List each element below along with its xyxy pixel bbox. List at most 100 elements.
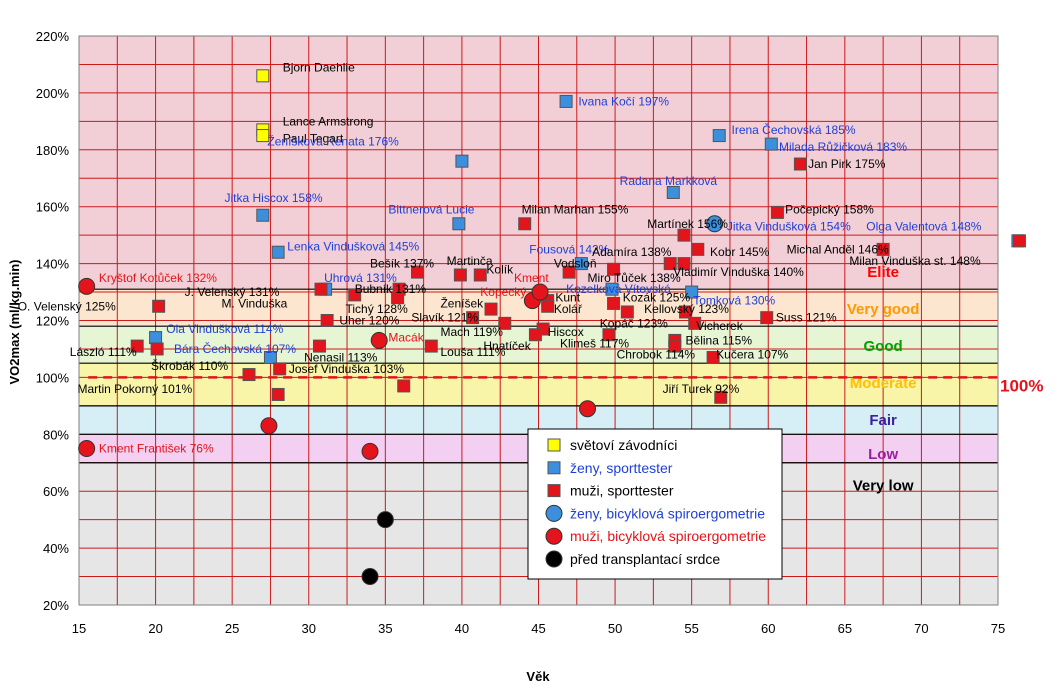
point-label-josef-vinduska-103: Josef Vinduška 103%: [289, 362, 405, 376]
point-label-besik-137: Bešík 137%: [370, 257, 434, 271]
point-martin-pokorny-101: [242, 368, 256, 382]
point-label-miro-tucek-138: Miro Tůček 138%: [588, 271, 681, 285]
x-tick-label: 65: [838, 621, 852, 636]
point-label-vodslon: Vodsloň: [554, 257, 597, 271]
point-o-velensky-125: [152, 299, 166, 313]
point-label-skrobak-110: Škrobák 110%: [151, 358, 228, 373]
point-zenisek: [484, 302, 498, 316]
point-paul-tegart: [256, 129, 270, 143]
zone-labels-layer: Elite Very good Good Moderate Fair Low Very lo…: [847, 264, 920, 494]
zone-label-fair: Fair: [869, 412, 897, 429]
point-label-lousa-111: Louša 111%: [440, 345, 505, 359]
point-martinca: [453, 268, 467, 282]
point-kolar: [541, 299, 555, 313]
point-zeniskova-renata-176: [455, 154, 469, 168]
point-label-zenisek: Ženíšek: [440, 295, 484, 310]
zone-label-good: Good: [864, 338, 903, 355]
point-muzi-sporttester-42: [397, 379, 411, 393]
point-kobr-145: [691, 242, 705, 256]
point-klimes-117: [602, 328, 616, 342]
point-radana-markkova: [666, 185, 680, 199]
point-muzi-bicyklova-spiroergometrie-5: [260, 417, 278, 435]
point-label-vladimir-vinduska-140: Vladimír Vinduška 140%: [673, 265, 804, 279]
point-miro-tucek-138: [607, 262, 621, 276]
point-uher-120: [320, 314, 334, 327]
point-martinek-156: [677, 228, 691, 242]
legend-box: [527, 428, 783, 580]
point-label-uher-120: Uher 120%: [339, 314, 399, 328]
point-laszlo-111: [130, 339, 144, 353]
point-label-ola-vinduskova-114: Ola Vindušková 114%: [166, 322, 283, 336]
point-j-velensky-131: [314, 282, 328, 296]
point-kment-frantisek-76: [78, 440, 96, 458]
point-kucera-107: [706, 350, 720, 364]
point-tichy-128: [391, 291, 405, 305]
point-muzi-bicyklova-spiroergometrie-6: [361, 442, 379, 460]
y-axis-title: VO2max (ml/kg.min): [7, 260, 22, 385]
point-pred-transplantaci-srdce-0: [376, 511, 394, 529]
legend-marker-svetovi-zavodnici: [547, 438, 561, 452]
point-vladimir-vinduska-140: [677, 257, 691, 271]
zone-label-low: Low: [868, 446, 898, 463]
reference-label: 100%: [1000, 376, 1043, 395]
point-label-jitka-vinduskova-154: Jitka Vindušková 154%: [727, 220, 851, 234]
point-fousova-142: [574, 257, 588, 271]
y-tick-label: 140%: [36, 257, 70, 272]
point-label-mach-119: Mach 119%: [440, 325, 503, 339]
x-tick-label: 70: [914, 621, 928, 636]
point-kopac-123: [620, 305, 634, 319]
point-label-martin-pokorny-101: Martin Pokorný 101%: [77, 382, 192, 396]
point-jitka-vinduskova-154: [706, 215, 724, 233]
point-label-kopecky: Kopecký: [480, 285, 526, 299]
point-label-jiri-turek-92: Jiří Turek 92%: [663, 382, 740, 396]
point-label-adamira-138: Adamíra 138%: [592, 245, 672, 259]
point-label-klimes-117: Klimeš 117%: [560, 336, 629, 350]
point-label-suss-121: Suss 121%: [776, 311, 837, 325]
point-tomkova-130: [685, 285, 699, 299]
zone-label-elite: Elite: [867, 264, 899, 281]
point-bara-cechovska-107: [263, 350, 277, 364]
points-layer: [78, 69, 1026, 586]
point-label-bjorn-daehlie: Bjorn Daehlie: [283, 60, 355, 74]
point-label-hnaticek: Hnatíček: [483, 339, 531, 353]
point-label-chrobok-114: Chrobok 114%: [617, 348, 696, 362]
point-label-lance-armstrong: Lance Armstrong: [283, 114, 374, 128]
point-label-macak: Macák: [388, 331, 424, 345]
point-jitka-hiscox-158: [256, 208, 270, 222]
point-label-pocepicky-158: Počepický 158%: [785, 203, 874, 217]
point-m-vinduska: [348, 288, 362, 302]
point-label-j-velensky-131: J. Velenský 131%: [185, 285, 280, 299]
point-label-kozak-125: Kozák 125%: [623, 291, 691, 305]
point-vodslon: [562, 265, 576, 279]
point-ivana-koci-197: [559, 94, 573, 108]
point-label-krystof-kotucek-132: Kryštof Kotůček 132%: [99, 271, 217, 285]
legend-label-muzi-sporttester: muži, sporttester: [570, 483, 674, 499]
point-muzi-bicyklova-spiroergometrie-4: [579, 400, 597, 418]
point-kolik: [473, 268, 487, 282]
point-label-bittnerova-lucie: Bittnerová Lucie: [388, 203, 474, 217]
point-suss-121: [760, 311, 774, 325]
point-label-kment-frantisek-76: Kment František 76%: [99, 442, 214, 456]
plot-border: [78, 35, 999, 606]
point-lousa-111: [424, 339, 438, 353]
point-label-kment: Kment: [514, 271, 549, 285]
point-label-milan-vinduska-st-148: Milan Vinduška st. 148%: [849, 254, 981, 268]
point-adamira-138: [663, 257, 677, 271]
point-label-bubnik-131: Bubník 131%: [355, 282, 427, 296]
point-chrobok-114: [668, 339, 682, 353]
point-label-kobr-145: Kobr 145%: [710, 245, 770, 259]
point-label-jitka-hiscox-158: Jitka Hiscox 158%: [225, 191, 323, 205]
point-label-tomkova-130: Tomková 130%: [693, 294, 775, 308]
legend-marker-zeny-bicyklova-spiroergometrie: [545, 504, 563, 522]
y-tick-label: 120%: [36, 314, 70, 329]
point-label-kunt: Kunt: [555, 291, 580, 305]
point-label-martinek-156: Martínek 156%: [647, 217, 728, 231]
zone-label-very-low: Very low: [853, 478, 914, 495]
x-axis-title: Věk: [526, 669, 550, 684]
y-tick-label: 20%: [43, 598, 69, 613]
legend-marker-zeny-sporttester: [547, 461, 561, 475]
y-tick-label: 100%: [36, 370, 70, 385]
point-label-o-velensky-125: O. Velenský 125%: [18, 299, 116, 313]
legend-label-zeny-bicyklova-spiroergometrie: ženy, bicyklová spiroergometrie: [570, 505, 765, 521]
point-label-olga-valentova-148: Olga Valentová 148%: [866, 220, 982, 234]
